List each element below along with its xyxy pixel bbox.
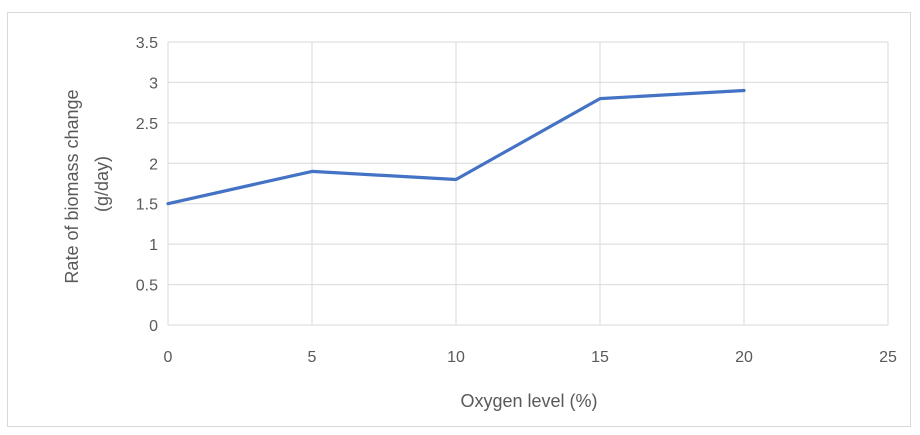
x-tick-label: 25 — [879, 349, 897, 366]
series-layer — [166, 88, 746, 206]
y-axis-title-line-1: Rate of biomass change — [62, 89, 82, 283]
chart-frame — [7, 12, 911, 427]
x-tick-label: 10 — [447, 349, 465, 366]
x-tick-label: 15 — [591, 349, 609, 366]
y-tick-label: 2.5 — [136, 116, 158, 133]
y-tick-label: 0 — [149, 318, 158, 335]
y-tick-label: 3.5 — [136, 35, 158, 52]
y-tick-label: 3 — [149, 75, 158, 92]
x-tick-label: 0 — [164, 349, 173, 366]
y-tick-label: 1 — [149, 237, 158, 254]
x-tick-labels: 0 5 10 15 20 25 — [164, 349, 897, 366]
y-tick-label: 0.5 — [136, 278, 158, 295]
series-line — [166, 88, 746, 206]
y-tick-label: 2 — [149, 156, 158, 173]
y-axis-title-line-2: (g/day) — [92, 156, 112, 212]
gridlines — [167, 41, 889, 326]
x-tick-label: 5 — [308, 349, 317, 366]
y-axis-title: Rate of biomass change (g/day) — [62, 84, 112, 283]
x-axis-title: Oxygen level (%) — [460, 391, 597, 411]
x-tick-label: 20 — [735, 349, 753, 366]
y-tick-labels: 0 0.5 1 1.5 2 2.5 3 3.5 — [136, 35, 158, 335]
y-tick-label: 1.5 — [136, 197, 158, 214]
